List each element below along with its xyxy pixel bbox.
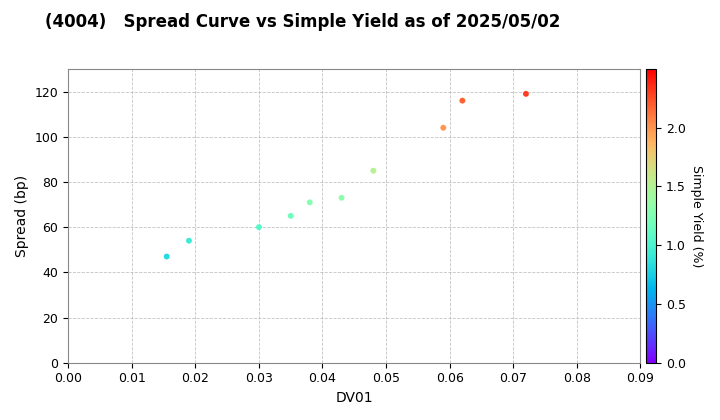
Point (520, 90, 531, 97)
Point (336, 194, 347, 201)
Point (304, 199, 315, 206)
X-axis label: DV01: DV01 (336, 391, 373, 405)
Point (183, 237, 194, 244)
Y-axis label: Spread (bp): Spread (bp) (15, 175, 29, 257)
Point (456, 97, 468, 104)
Y-axis label: Simple Yield (%): Simple Yield (%) (690, 165, 703, 267)
Text: (4004)   Spread Curve vs Simple Yield as of 2025/05/02: (4004) Spread Curve vs Simple Yield as o… (45, 13, 560, 31)
Point (285, 213, 297, 219)
Point (253, 224, 265, 231)
Point (438, 124, 449, 131)
Point (368, 167, 379, 174)
Point (161, 253, 173, 260)
